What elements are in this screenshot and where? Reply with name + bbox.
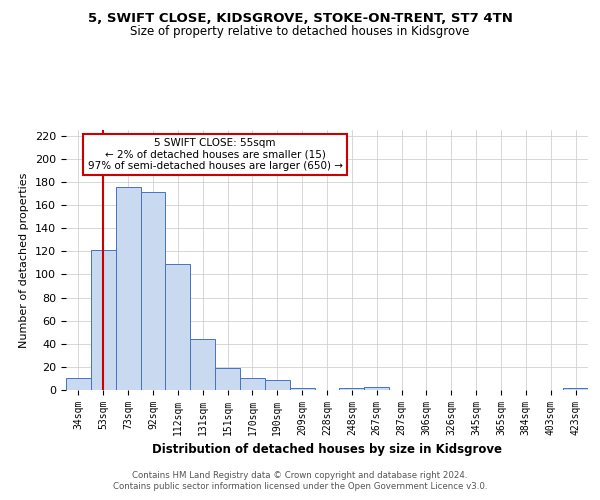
Text: Size of property relative to detached houses in Kidsgrove: Size of property relative to detached ho…: [130, 25, 470, 38]
Text: 5 SWIFT CLOSE: 55sqm
← 2% of detached houses are smaller (15)
97% of semi-detach: 5 SWIFT CLOSE: 55sqm ← 2% of detached ho…: [88, 138, 343, 172]
X-axis label: Distribution of detached houses by size in Kidsgrove: Distribution of detached houses by size …: [152, 444, 502, 456]
Bar: [240, 378, 265, 390]
Bar: [66, 378, 91, 390]
Bar: [364, 386, 389, 390]
Text: 5, SWIFT CLOSE, KIDSGROVE, STOKE-ON-TRENT, ST7 4TN: 5, SWIFT CLOSE, KIDSGROVE, STOKE-ON-TREN…: [88, 12, 512, 26]
Bar: [563, 388, 588, 390]
Bar: [166, 264, 190, 390]
Bar: [265, 380, 290, 390]
Bar: [340, 388, 364, 390]
Bar: [116, 186, 140, 390]
Bar: [91, 250, 116, 390]
Text: Contains HM Land Registry data © Crown copyright and database right 2024.: Contains HM Land Registry data © Crown c…: [132, 471, 468, 480]
Bar: [190, 339, 215, 390]
Bar: [215, 368, 240, 390]
Text: Contains public sector information licensed under the Open Government Licence v3: Contains public sector information licen…: [113, 482, 487, 491]
Bar: [290, 388, 314, 390]
Y-axis label: Number of detached properties: Number of detached properties: [19, 172, 29, 348]
Bar: [140, 192, 166, 390]
